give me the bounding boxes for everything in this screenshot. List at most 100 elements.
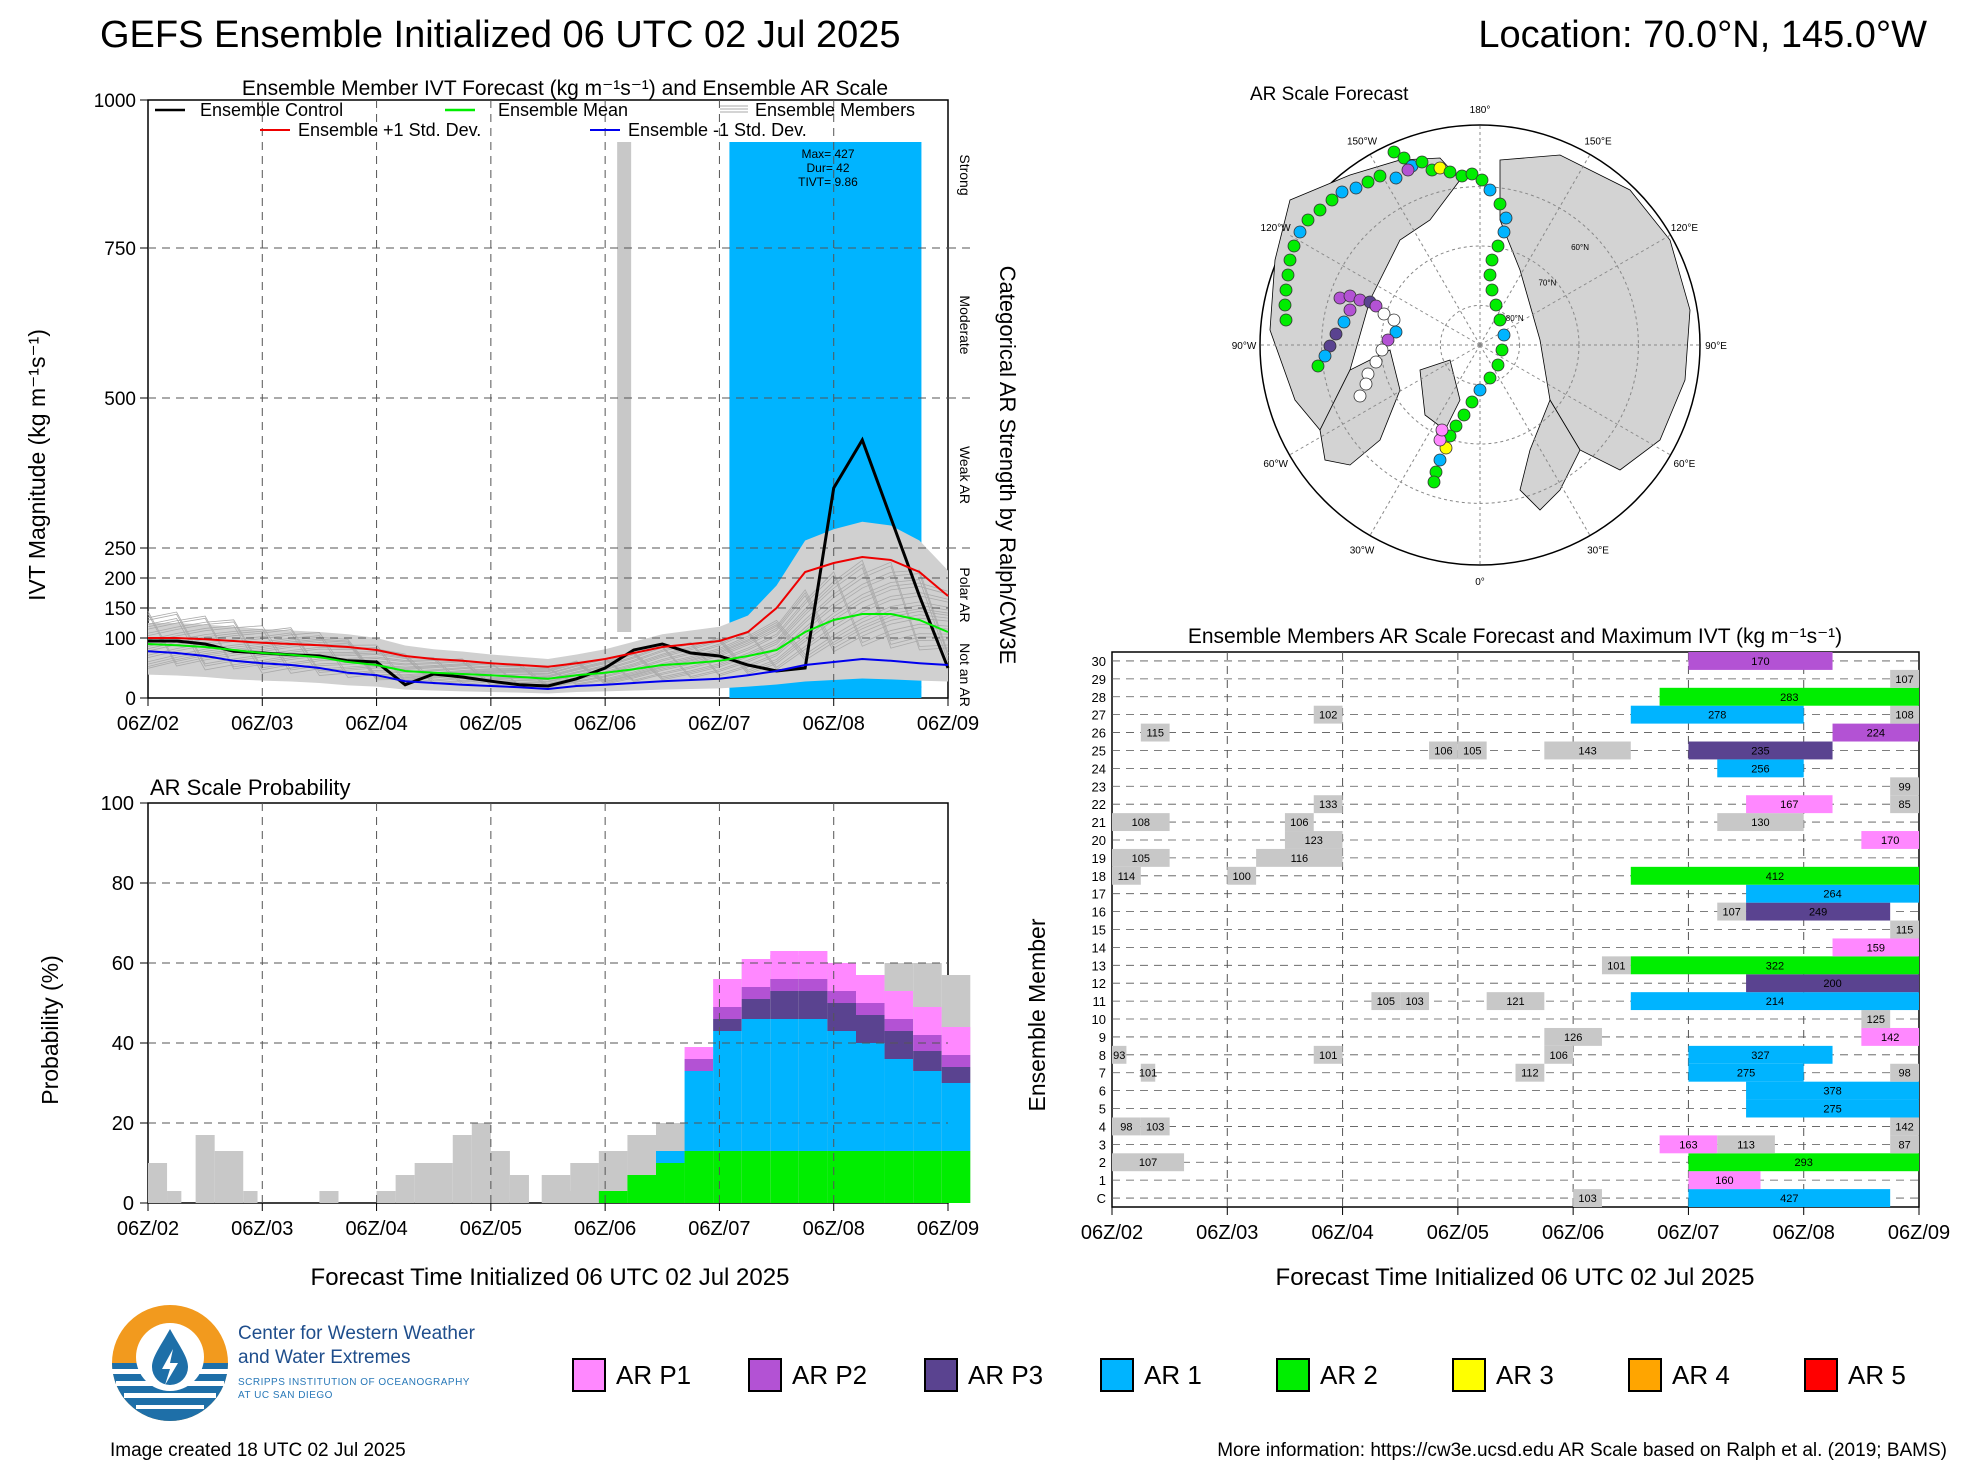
- member-segment-label: 159: [1867, 942, 1885, 954]
- lon-line: [1369, 344, 1481, 536]
- member-segment-label: 126: [1564, 1032, 1582, 1044]
- legend-ar-p3: AR P3: [924, 1358, 1043, 1392]
- prob-bar-ar-2: [770, 1151, 799, 1203]
- member-segment-label: 85: [1898, 799, 1910, 811]
- lon-label: 60°E: [1673, 459, 1695, 470]
- track-marker: [1287, 239, 1301, 253]
- legend-swatch: [1452, 1358, 1486, 1392]
- lon-label: 90°E: [1705, 341, 1727, 352]
- prob-bar-ar-2: [598, 1191, 628, 1203]
- prob-none-step: [319, 1191, 339, 1203]
- track-marker: [1499, 211, 1513, 225]
- track-marker: [1349, 181, 1363, 195]
- prob-ytick-label: 80: [112, 873, 134, 895]
- member-row-label: 11: [1093, 994, 1107, 1009]
- track-marker: [1279, 283, 1293, 297]
- prob-bar-ar-2: [941, 1151, 971, 1203]
- member-segment: [1890, 777, 1919, 796]
- prob-xtick-label: 06Z/05: [460, 1218, 522, 1240]
- ar-strength-label: Categorical AR Strength by Ralph/CW3E: [995, 266, 1020, 665]
- member-segment: [1457, 741, 1487, 760]
- member-segment: [1688, 1153, 1919, 1172]
- legend-ar-1: AR 1: [1100, 1358, 1202, 1392]
- members-xtick-label: 06Z/07: [1657, 1222, 1719, 1244]
- track-marker: [1329, 327, 1343, 341]
- lon-line: [1289, 234, 1481, 346]
- member-segment-label: 143: [1578, 745, 1596, 757]
- member-row-label: 19: [1092, 851, 1106, 866]
- land-mass: [1499, 154, 1691, 471]
- prob-bar-ar-2: [713, 1151, 742, 1203]
- member-segment-label: 167: [1780, 799, 1798, 811]
- member-segment-label: 99: [1898, 781, 1910, 793]
- member-row-label: 9: [1099, 1030, 1106, 1045]
- track-marker: [1293, 225, 1307, 239]
- prob-bar-ar-p1: [713, 979, 742, 1007]
- legend-label: AR 4: [1672, 1359, 1730, 1390]
- member-segment: [1746, 1099, 1919, 1118]
- member-segment-label: 107: [1139, 1157, 1157, 1169]
- member-segment-label: 106: [1434, 745, 1452, 757]
- members-xtick-label: 06Z/09: [1888, 1222, 1950, 1244]
- track-marker: [1337, 315, 1351, 329]
- member-row-label: 23: [1092, 779, 1106, 794]
- prob-bar-ar-1: [713, 1031, 742, 1151]
- member-segment-label: 105: [1377, 996, 1395, 1008]
- track-marker: [1279, 313, 1293, 327]
- member-row-label: 29: [1092, 672, 1106, 687]
- members-xtick-label: 06Z/04: [1311, 1222, 1373, 1244]
- legend-control-label: Ensemble Control: [200, 100, 343, 120]
- member-segment-label: 103: [1146, 1121, 1164, 1133]
- track-marker: [1485, 253, 1499, 267]
- prob-none-step: [167, 1191, 182, 1203]
- legend-label: AR 3: [1496, 1359, 1554, 1390]
- member-segment: [1688, 1063, 1804, 1082]
- member-segment: [1746, 1081, 1919, 1100]
- member-segment: [1890, 705, 1919, 724]
- prob-xtick-label: 06Z/02: [117, 1218, 179, 1240]
- member-segment-label: 107: [1722, 907, 1740, 919]
- prob-bar-ar-1: [827, 1031, 856, 1151]
- ivt-plot-area: 0 100 150 200 250 500 750 1000 06Z/02 06Z/03 06Z/0…: [94, 91, 979, 735]
- prob-bar-ar-1: [913, 1071, 942, 1151]
- track-marker: [1397, 151, 1411, 165]
- lon-label: 60°W: [1263, 459, 1288, 470]
- track-marker: [1449, 419, 1463, 433]
- track-marker: [1401, 163, 1415, 177]
- track-marker: [1323, 339, 1337, 353]
- track-marker: [1353, 389, 1367, 403]
- member-segment-label: 106: [1290, 817, 1308, 829]
- prob-bar-ar-p3: [884, 1031, 914, 1059]
- prob-bar-ar-p2: [770, 979, 799, 991]
- member-segment-label: 103: [1405, 996, 1423, 1008]
- prob-bar-ar-p2: [684, 1059, 714, 1071]
- member-row-label: 3: [1099, 1137, 1106, 1152]
- track-marker: [1381, 333, 1395, 347]
- series-ensemble-1-std-dev-: [147, 650, 949, 691]
- prob-bar-ar-p3: [827, 1003, 856, 1031]
- member-segment-label: 108: [1895, 710, 1913, 722]
- land-mass: [1519, 399, 1581, 511]
- member-segment: [1284, 813, 1314, 832]
- member-segment: [1112, 866, 1141, 885]
- member-row-label: 6: [1099, 1084, 1106, 1099]
- prob-bar-ar-p2: [798, 979, 828, 991]
- ensemble-ar-baseline: [729, 686, 922, 698]
- track-marker: [1325, 193, 1339, 207]
- member-segment: [1688, 1171, 1761, 1190]
- prob-bar-ar-1: [856, 1043, 885, 1151]
- member-segment: [1140, 1117, 1170, 1136]
- member-row-label: 30: [1092, 654, 1106, 669]
- member-segment-label: 327: [1751, 1050, 1769, 1062]
- member-segment: [1140, 1063, 1156, 1082]
- ar-annotation: TIVT= 9.86: [798, 175, 858, 189]
- lon-label: 0°: [1475, 577, 1485, 588]
- member-line: [147, 604, 949, 686]
- member-segment-label: 133: [1319, 799, 1337, 811]
- prob-bar-ar-2: [684, 1151, 714, 1203]
- prob-bar-ar-2: [913, 1151, 942, 1203]
- legend-swatch: [748, 1358, 782, 1392]
- member-segment: [1429, 741, 1458, 760]
- ivt-ylabel: IVT Magnitude (kg m⁻¹s⁻¹): [24, 329, 50, 601]
- ivt-ytick-label: 150: [104, 599, 136, 620]
